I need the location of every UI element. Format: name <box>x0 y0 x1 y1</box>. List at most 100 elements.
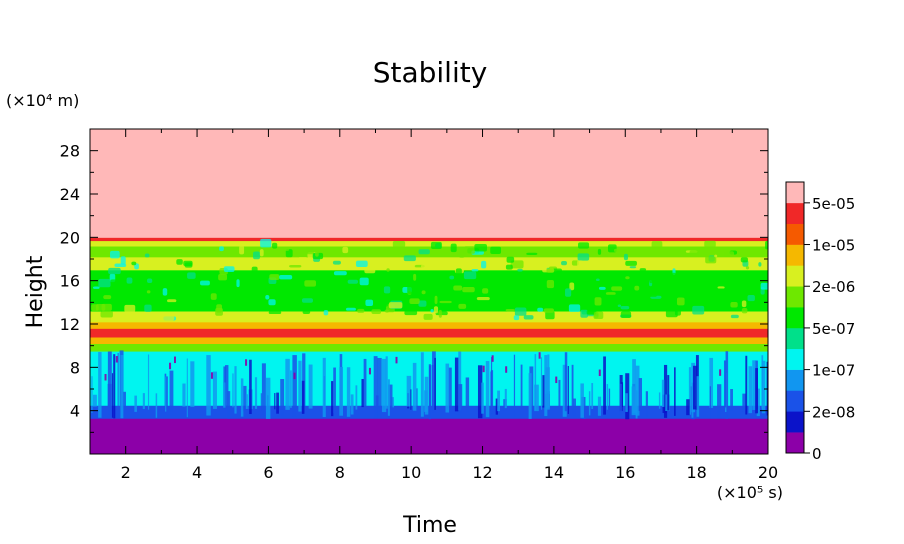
texture-plume <box>276 392 279 414</box>
texture-patch <box>704 240 716 248</box>
texture-plume <box>748 366 753 414</box>
x-tick-label: 12 <box>472 463 492 482</box>
texture-patch <box>239 245 245 255</box>
texture-patch <box>332 260 341 265</box>
y-tick-label: 24 <box>60 185 80 204</box>
texture-plume <box>355 385 358 410</box>
texture-patch <box>741 300 747 308</box>
texture-plume <box>424 376 429 415</box>
texture-plume <box>717 384 722 419</box>
texture-patch <box>253 251 260 260</box>
texture-patch <box>161 313 175 321</box>
texture-patch <box>546 279 555 289</box>
texture-plume <box>290 370 292 408</box>
texture-spot <box>245 359 248 366</box>
texture-patch <box>513 315 520 321</box>
texture-plume <box>240 378 244 417</box>
texture-patch <box>745 266 750 270</box>
texture-patch <box>355 260 368 267</box>
texture-patch <box>476 297 490 301</box>
texture-plume <box>742 393 746 412</box>
texture-spot <box>598 369 601 377</box>
texture-plume <box>254 377 258 409</box>
texture-plume <box>619 383 622 415</box>
texture-patch <box>455 268 462 277</box>
texture-patch <box>655 279 664 286</box>
y-axis-ticks: 4 8 12 16 20 24 28 <box>60 128 768 433</box>
texture-plume <box>147 354 150 410</box>
texture-patch <box>453 285 463 291</box>
texture-patch <box>597 248 602 255</box>
texture-patch <box>433 306 439 314</box>
texture-patch <box>620 306 630 310</box>
texture-patch <box>767 302 768 308</box>
texture-plume <box>410 389 412 410</box>
texture-patch <box>568 304 581 312</box>
texture-plume <box>745 355 748 415</box>
texture-patch <box>571 260 579 266</box>
texture-patch <box>537 274 543 278</box>
colorbar-swatch <box>786 182 804 204</box>
texture-spot <box>104 373 107 381</box>
texture-plume <box>232 373 234 408</box>
colorbar-swatch <box>786 369 804 391</box>
texture-patch <box>304 280 317 287</box>
texture-patch <box>260 238 272 248</box>
texture-plume <box>632 359 636 414</box>
texture-patch <box>390 275 404 282</box>
colorbar-label: 1e-07 <box>812 362 855 380</box>
texture-patch <box>269 274 280 280</box>
texture-plume <box>667 375 670 411</box>
texture-plume <box>571 364 574 415</box>
texture-plume <box>761 355 764 409</box>
texture-plume <box>497 390 500 412</box>
texture-patch <box>552 268 563 273</box>
colorbar-swatch <box>786 202 804 224</box>
texture-plume <box>693 365 698 410</box>
texture-patch <box>146 290 151 294</box>
texture-plume <box>567 365 569 414</box>
texture-plume <box>534 384 539 412</box>
texture-patch <box>758 262 762 267</box>
texture-plume <box>429 365 431 413</box>
texture-patch <box>462 287 475 293</box>
texture-patch <box>625 276 630 280</box>
texture-plume <box>625 393 628 412</box>
texture-patch <box>103 295 112 300</box>
texture-patch <box>598 286 606 290</box>
texture-plume <box>688 367 692 415</box>
texture-patch <box>301 298 313 303</box>
texture-plume <box>308 364 313 409</box>
texture-patch <box>218 274 228 281</box>
texture-plume <box>333 367 336 413</box>
texture-patch <box>404 310 418 316</box>
texture-plume <box>591 383 594 410</box>
texture-patch <box>545 311 555 320</box>
texture-patch <box>413 273 417 281</box>
texture-patch <box>333 271 347 276</box>
texture-patch <box>347 279 359 284</box>
texture-patch <box>167 299 177 303</box>
colorbar: 0 2e-08 1e-07 5e-07 2e-06 1e-05 5e-05 <box>785 181 855 463</box>
texture-plume <box>322 357 326 418</box>
texture-patch <box>676 297 685 306</box>
texture-patch <box>765 240 768 250</box>
texture-plume <box>249 359 252 415</box>
texture-patch <box>545 299 557 303</box>
texture-patch <box>354 298 360 302</box>
texture-plume <box>445 363 450 413</box>
texture-patch <box>215 308 223 316</box>
texture-patch <box>383 298 389 307</box>
y-tick-label: 28 <box>60 142 80 161</box>
heatmap-band-10 <box>90 256 768 271</box>
texture-patch <box>421 290 426 295</box>
texture-patch <box>594 297 602 306</box>
texture-patch <box>490 246 502 254</box>
texture-patch <box>689 250 700 256</box>
texture-patch <box>625 260 637 266</box>
texture-plume <box>588 391 591 416</box>
colorbar-frame <box>785 181 805 454</box>
texture-plume <box>603 356 606 415</box>
texture-patch <box>223 266 235 272</box>
